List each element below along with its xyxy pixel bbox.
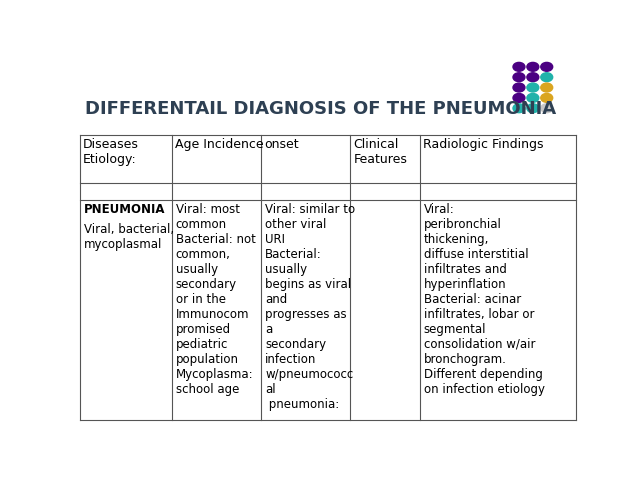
Circle shape [513,73,525,82]
Circle shape [513,94,525,102]
Text: PNEUMONIA: PNEUMONIA [84,203,166,216]
Text: Viral:
peribronchial
thickening,
diffuse interstitial
infiltrates and
hyperinfla: Viral: peribronchial thickening, diffuse… [424,203,545,396]
Text: onset: onset [264,138,299,151]
Text: Age Incidence: Age Incidence [175,138,264,151]
Text: Viral: most
common
Bacterial: not
common,
usually
secondary
or in the
Immunocom
: Viral: most common Bacterial: not common… [176,203,255,396]
Circle shape [527,104,539,113]
Circle shape [541,73,553,82]
Circle shape [541,62,553,71]
Text: Radiologic Findings: Radiologic Findings [423,138,543,151]
Circle shape [527,73,539,82]
Circle shape [541,104,553,113]
Text: Diseases
Etiology:: Diseases Etiology: [83,138,139,166]
Circle shape [513,83,525,92]
Text: Viral: similar to
other viral
URI
Bacterial:
usually
begins as viral
and
progres: Viral: similar to other viral URI Bacter… [265,203,355,411]
Circle shape [527,94,539,102]
Circle shape [527,62,539,71]
Circle shape [513,62,525,71]
Circle shape [541,94,553,102]
Text: Clinical
Features: Clinical Features [353,138,407,166]
Circle shape [513,104,525,113]
Text: Viral, bacterial,
mycoplasmal: Viral, bacterial, mycoplasmal [84,223,174,251]
Circle shape [541,83,553,92]
Text: DIFFERENTAIL DIAGNOSIS OF THE PNEUMONIA: DIFFERENTAIL DIAGNOSIS OF THE PNEUMONIA [85,100,556,118]
Circle shape [527,83,539,92]
